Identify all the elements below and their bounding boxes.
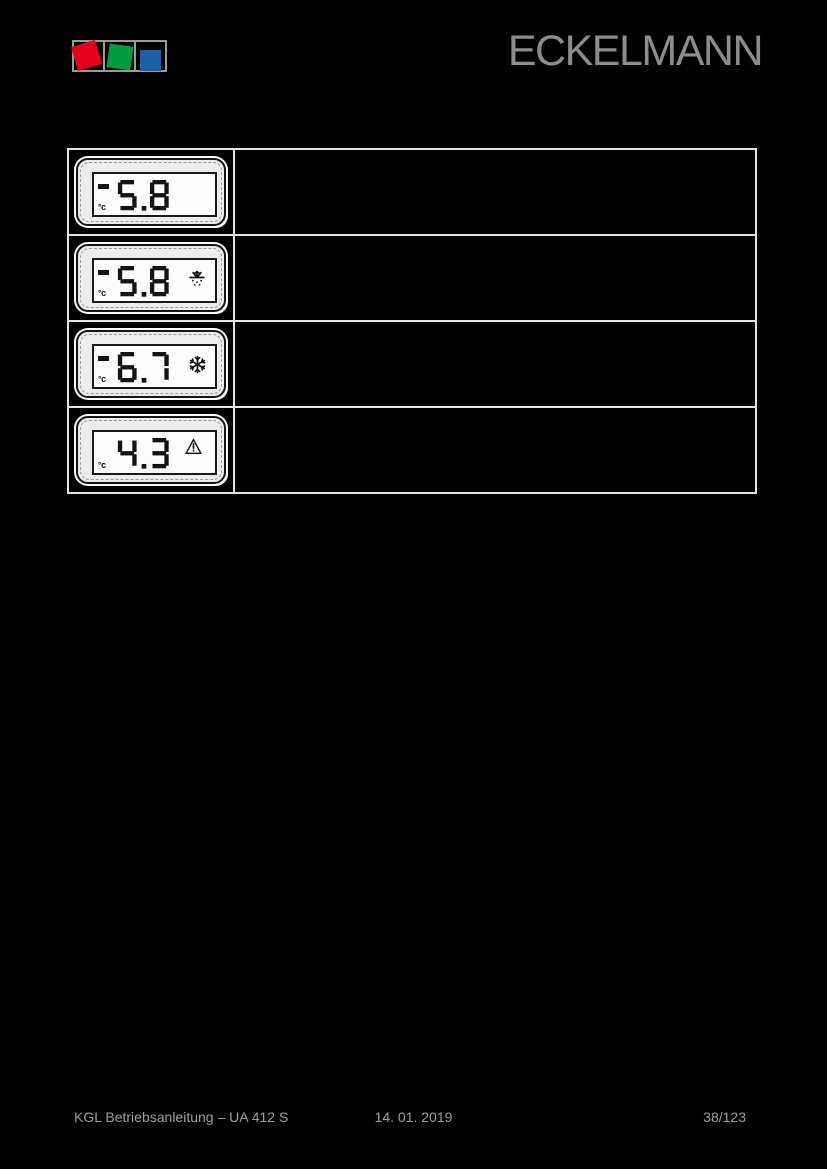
display-cell-4: °c — [69, 408, 233, 492]
minus-sign — [98, 184, 109, 189]
page-footer: KGL Betriebsanleitung – UA 412 S 14. 01.… — [0, 1109, 827, 1127]
temperature-display: °c — [76, 244, 226, 312]
snowflake-icon — [187, 354, 208, 375]
unit-label: °c — [98, 460, 106, 470]
lcd-digits — [117, 176, 171, 213]
temperature-display: °c — [76, 330, 226, 398]
footer-date: 14. 01. 2019 — [374, 1109, 453, 1125]
lcd-screen: °c — [92, 258, 217, 303]
logo-box-2 — [103, 40, 136, 72]
display-states-table: °c °c — [67, 148, 757, 494]
unit-label: °c — [98, 202, 106, 212]
eckelmann-logo — [70, 39, 167, 72]
lcd-screen: °c — [92, 172, 217, 217]
description-cell-1 — [235, 150, 755, 234]
temperature-display: °c — [76, 158, 226, 226]
display-bezel: °c — [76, 158, 226, 226]
blue-square-icon — [140, 50, 161, 71]
unit-label: °c — [98, 288, 106, 298]
lcd-screen: °c — [92, 430, 217, 475]
display-cell-2: °c — [69, 236, 233, 320]
logo-box-1 — [70, 39, 105, 72]
display-bezel: °c — [76, 330, 226, 398]
display-cell-1: °c — [69, 150, 233, 234]
red-square-icon — [70, 39, 103, 72]
brand-wordmark: ECKELMANN — [507, 27, 764, 75]
lcd-digits — [117, 348, 171, 385]
logo-box-3 — [134, 40, 167, 72]
snowflake-flashing-icon — [186, 267, 208, 289]
display-cell-3: °c — [69, 322, 233, 406]
temperature-display: °c — [76, 416, 226, 484]
lcd-digits — [117, 434, 171, 471]
description-cell-3 — [235, 322, 755, 406]
display-bezel: °c — [76, 416, 226, 484]
unit-label: °c — [98, 374, 106, 384]
alarm-triangle-icon — [184, 438, 203, 455]
footer-document-title: KGL Betriebsanleitung – UA 412 S — [74, 1109, 289, 1125]
lcd-digits — [117, 262, 171, 299]
description-cell-2 — [235, 236, 755, 320]
green-square-icon — [106, 43, 134, 71]
lcd-screen: °c — [92, 344, 217, 389]
description-cell-4 — [235, 408, 755, 492]
display-bezel: °c — [76, 244, 226, 312]
minus-sign — [98, 270, 109, 275]
footer-page-number: 38/123 — [703, 1109, 746, 1125]
minus-sign — [98, 356, 109, 361]
